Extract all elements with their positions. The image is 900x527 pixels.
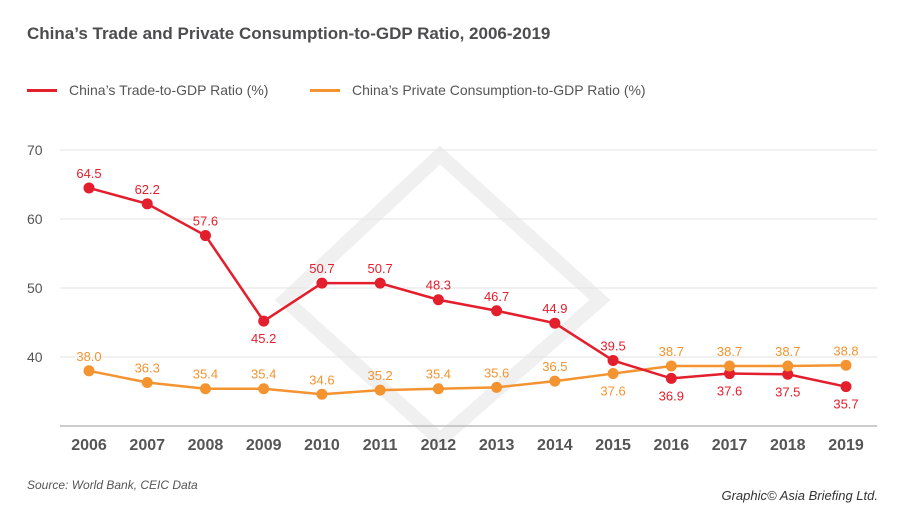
x-tick-label: 2015 xyxy=(595,437,631,454)
data-point xyxy=(782,368,794,380)
data-point xyxy=(316,277,328,289)
x-tick-label: 2006 xyxy=(71,437,107,454)
legend-label-consumption: China’s Private Consumption-to-GDP Ratio… xyxy=(352,82,646,98)
y-tick-label: 40 xyxy=(27,349,43,365)
data-label: 46.7 xyxy=(484,289,509,304)
data-point xyxy=(665,360,677,372)
data-point xyxy=(83,182,95,194)
data-label: 48.3 xyxy=(426,278,451,293)
series-line-0 xyxy=(88,186,847,388)
x-tick-label: 2018 xyxy=(770,437,806,454)
data-label: 64.5 xyxy=(76,166,101,181)
watermark-logo xyxy=(274,145,611,450)
data-label: 57.6 xyxy=(193,214,218,229)
chart-title: China’s Trade and Private Consumption-to… xyxy=(27,24,551,43)
data-label: 36.5 xyxy=(542,359,567,374)
data-point xyxy=(840,381,852,393)
data-point xyxy=(374,384,386,396)
x-tick-label: 2010 xyxy=(304,437,340,454)
data-point xyxy=(141,198,153,210)
data-label: 35.6 xyxy=(484,365,509,380)
data-point xyxy=(491,305,503,317)
data-label: 50.7 xyxy=(309,261,334,276)
data-label: 34.6 xyxy=(309,372,334,387)
data-point xyxy=(141,377,153,389)
data-label: 36.9 xyxy=(659,388,684,403)
data-point xyxy=(432,294,444,306)
data-point xyxy=(549,317,561,329)
legend-item-trade: China’s Trade-to-GDP Ratio (%) xyxy=(27,82,268,98)
legend-swatch-trade xyxy=(27,88,57,92)
x-tick-label: 2014 xyxy=(537,437,573,454)
data-point xyxy=(607,354,619,366)
data-point xyxy=(782,360,794,372)
data-point xyxy=(258,315,270,327)
data-point xyxy=(724,368,736,380)
data-label: 39.5 xyxy=(600,338,625,353)
data-label: 37.5 xyxy=(775,384,800,399)
x-tick-label: 2012 xyxy=(421,437,457,454)
data-label: 44.9 xyxy=(542,301,567,316)
data-label: 38.7 xyxy=(659,344,684,359)
data-point xyxy=(432,383,444,395)
data-label: 50.7 xyxy=(367,261,392,276)
legend-item-consumption: China’s Private Consumption-to-GDP Ratio… xyxy=(310,82,646,98)
x-tick-label: 2016 xyxy=(654,437,690,454)
data-point xyxy=(840,359,852,371)
data-point xyxy=(665,372,677,384)
x-tick-label: 2013 xyxy=(479,437,515,454)
x-tick-label: 2007 xyxy=(129,437,165,454)
data-label: 38.0 xyxy=(76,349,101,364)
series-line-1 xyxy=(88,364,847,396)
data-point xyxy=(549,375,561,387)
y-tick-label: 50 xyxy=(27,280,43,296)
data-label: 45.2 xyxy=(251,331,276,346)
x-tick-label: 2008 xyxy=(188,437,224,454)
y-tick-label: 70 xyxy=(27,142,43,158)
data-label: 35.4 xyxy=(426,367,451,382)
data-point xyxy=(199,230,211,242)
data-label: 35.4 xyxy=(193,367,218,382)
data-point xyxy=(316,388,328,400)
data-label: 38.8 xyxy=(833,343,858,358)
y-tick-label: 60 xyxy=(27,211,43,227)
data-label: 36.3 xyxy=(135,361,160,376)
source-note: Source: World Bank, CEIC Data xyxy=(27,478,198,492)
data-label: 37.6 xyxy=(600,384,625,399)
data-point xyxy=(83,365,95,377)
data-label: 37.6 xyxy=(717,384,742,399)
x-tick-label: 2011 xyxy=(363,437,398,454)
data-label: 62.2 xyxy=(135,182,160,197)
data-label: 35.4 xyxy=(251,367,276,382)
data-point xyxy=(491,381,503,393)
data-label: 35.2 xyxy=(367,368,392,383)
data-point xyxy=(374,277,386,289)
legend-label-trade: China’s Trade-to-GDP Ratio (%) xyxy=(69,82,269,98)
data-point xyxy=(724,360,736,372)
data-point xyxy=(199,383,211,395)
data-point xyxy=(258,383,270,395)
data-label: 38.7 xyxy=(717,344,742,359)
x-tick-label: 2019 xyxy=(828,437,864,454)
credit-note: Graphic© Asia Briefing Ltd. xyxy=(721,488,878,503)
x-tick-label: 2017 xyxy=(712,437,748,454)
x-tick-label: 2009 xyxy=(246,437,282,454)
legend-swatch-consumption xyxy=(310,88,340,92)
data-label: 35.7 xyxy=(833,397,858,412)
data-point xyxy=(607,368,619,380)
data-label: 38.7 xyxy=(775,344,800,359)
